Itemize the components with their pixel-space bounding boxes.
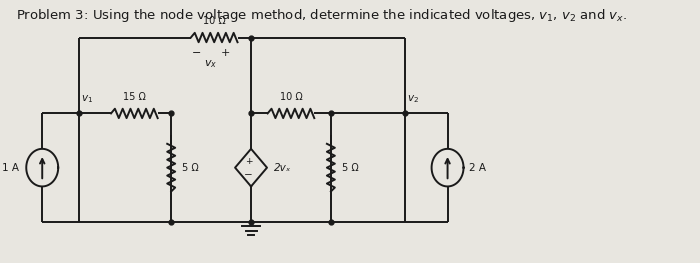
Text: $v_x$: $v_x$ (204, 58, 217, 70)
Text: 10 Ω: 10 Ω (279, 92, 302, 102)
Text: +: + (220, 48, 230, 58)
Text: Problem 3: Using the node voltage method, determine the indicated voltages, $v_1: Problem 3: Using the node voltage method… (16, 7, 627, 24)
Text: 10 Ω: 10 Ω (203, 16, 225, 26)
Text: 5 Ω: 5 Ω (342, 163, 358, 173)
Text: −: − (193, 48, 202, 58)
Text: 15 Ω: 15 Ω (123, 92, 146, 102)
Text: 5 Ω: 5 Ω (182, 163, 199, 173)
Text: 2vₓ: 2vₓ (274, 163, 292, 173)
Text: 2 A: 2 A (469, 163, 486, 173)
Text: $v_2$: $v_2$ (407, 93, 419, 105)
Text: −: − (244, 170, 253, 180)
Text: 1 A: 1 A (2, 163, 19, 173)
Text: $v_1$: $v_1$ (81, 93, 93, 105)
Text: +: + (245, 157, 252, 166)
